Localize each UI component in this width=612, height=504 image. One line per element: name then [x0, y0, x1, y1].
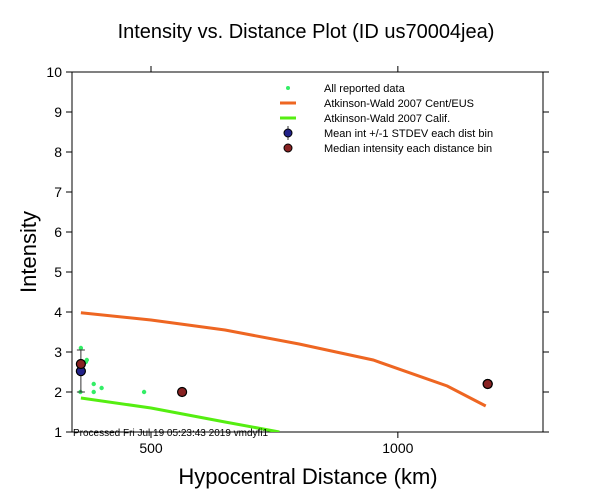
- x-tick-label: 1000: [382, 440, 413, 456]
- legend-label: Atkinson-Wald 2007 Calif.: [324, 113, 450, 125]
- x-axis-label: Hypocentral Distance (km): [178, 464, 437, 489]
- reported-point: [141, 389, 147, 395]
- median-point: [75, 358, 86, 370]
- reported-point: [78, 345, 84, 351]
- legend: All reported data Atkinson-Wald 2007 Cent…: [280, 83, 493, 155]
- y-tick-label: 9: [54, 104, 62, 120]
- legend-label: Median intensity each distance bin: [324, 143, 492, 155]
- chart-title: Intensity vs. Distance Plot (ID us70004j…: [118, 21, 495, 43]
- median-point: [176, 386, 188, 398]
- y-tick-label: 2: [54, 384, 62, 400]
- y-tick-label: 10: [46, 64, 62, 80]
- reported-point: [91, 389, 96, 395]
- plot-frame: [71, 71, 544, 433]
- legend-label: Atkinson-Wald 2007 Cent/EUS: [324, 98, 474, 110]
- y-tick-label: 8: [54, 144, 62, 160]
- legend-mean-icon: [283, 128, 293, 138]
- legend-label: All reported data: [324, 83, 406, 95]
- y-tick-label: 6: [54, 224, 62, 240]
- x-tick-label: 500: [139, 440, 163, 456]
- y-tick-label: 3: [54, 344, 62, 360]
- reported-point: [99, 385, 104, 391]
- calif-line: [80, 396, 280, 432]
- y-tick-label: 1: [54, 424, 62, 440]
- legend-median-icon: [283, 143, 293, 153]
- reported-point: [91, 381, 96, 387]
- legend-label: Mean int +/-1 STDEV each dist bin: [324, 128, 493, 140]
- legend-dot-icon: [286, 86, 290, 90]
- y-tick-label: 7: [54, 184, 62, 200]
- y-tick-label: 5: [54, 264, 62, 280]
- median-point: [482, 378, 493, 390]
- cent-eus-line: [80, 311, 487, 408]
- footer-processed: Processed Fri Jul 19 05:23:43 2019 vmdyf…: [73, 428, 269, 439]
- y-tick-label: 4: [54, 304, 62, 320]
- y-axis-label: Intensity: [16, 211, 41, 293]
